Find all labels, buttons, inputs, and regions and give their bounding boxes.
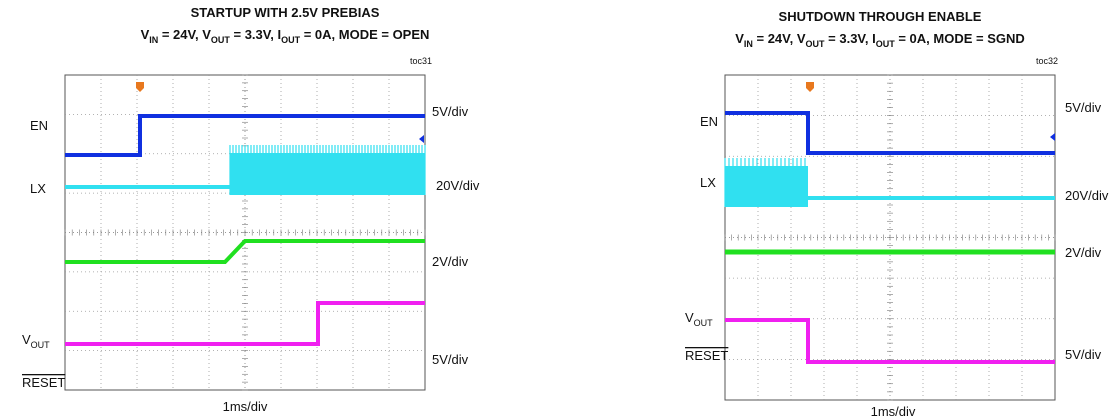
timebase-label: 1ms/div xyxy=(871,404,916,419)
subscript: OUT xyxy=(806,39,826,49)
channel-label: RESET xyxy=(22,375,65,390)
timebase-label: 1ms/div xyxy=(223,399,268,414)
title: STARTUP WITH 2.5V PREBIAS xyxy=(191,5,380,20)
channel-label: EN xyxy=(30,118,48,133)
scale-label: 5V/div xyxy=(432,352,469,367)
subtitle: VIN = 24V, VOUT = 3.3V, IOUT = 0A, MODE … xyxy=(735,31,1025,49)
trigger-marker xyxy=(806,82,814,92)
channel-label: RESET xyxy=(685,348,728,363)
text-run: = 0A, MODE = OPEN xyxy=(300,27,429,42)
text-run: V xyxy=(141,27,150,42)
marker xyxy=(419,135,424,143)
trace xyxy=(65,239,425,264)
text-run: = 24V, V xyxy=(158,27,211,42)
scale-label: 20V/div xyxy=(1065,188,1109,203)
scale-label: 5V/div xyxy=(1065,347,1102,362)
scale-label: 2V/div xyxy=(1065,245,1102,260)
scale-label: 5V/div xyxy=(432,104,469,119)
title: SHUTDOWN THROUGH ENABLE xyxy=(779,9,982,24)
subscript: OUT xyxy=(211,35,231,45)
trace xyxy=(725,318,1055,364)
subscript: OUT xyxy=(281,35,301,45)
scale-label: 2V/div xyxy=(432,254,469,269)
text-run: V xyxy=(22,332,31,347)
subscript: OUT xyxy=(876,39,896,49)
channel-label: VOUT xyxy=(685,310,713,328)
text-run: = 3.3V, I xyxy=(230,27,281,42)
subscript: OUT xyxy=(694,318,714,328)
subscript: OUT xyxy=(31,340,51,350)
panel-left: STARTUP WITH 2.5V PREBIAS VIN = 24V, VOU… xyxy=(22,5,480,414)
subscript: IN xyxy=(149,35,158,45)
text-run: = 0A, MODE = SGND xyxy=(895,31,1025,46)
scale-label: 20V/div xyxy=(436,178,480,193)
channel-label: LX xyxy=(700,175,716,190)
text-run: = 24V, V xyxy=(753,31,806,46)
text-run: V xyxy=(735,31,744,46)
channel-label: LX xyxy=(30,181,46,196)
text-run: = 3.3V, I xyxy=(825,31,876,46)
text-run: V xyxy=(685,310,694,325)
figure-id: toc32 xyxy=(1036,56,1058,66)
trigger-marker xyxy=(136,82,144,92)
trace xyxy=(725,111,1055,155)
trace xyxy=(65,301,425,346)
panel-right: SHUTDOWN THROUGH ENABLE VIN = 24V, VOUT … xyxy=(685,9,1109,419)
channel-label: EN xyxy=(700,114,718,129)
figure-id: toc31 xyxy=(410,56,432,66)
channel-label: VOUT xyxy=(22,332,50,350)
trace-band xyxy=(230,153,425,195)
trace xyxy=(65,114,425,157)
subscript: IN xyxy=(744,39,753,49)
marker xyxy=(1050,133,1055,141)
subtitle: VIN = 24V, VOUT = 3.3V, IOUT = 0A, MODE … xyxy=(141,27,430,45)
scale-label: 5V/div xyxy=(1065,100,1102,115)
trace-band xyxy=(725,166,808,207)
